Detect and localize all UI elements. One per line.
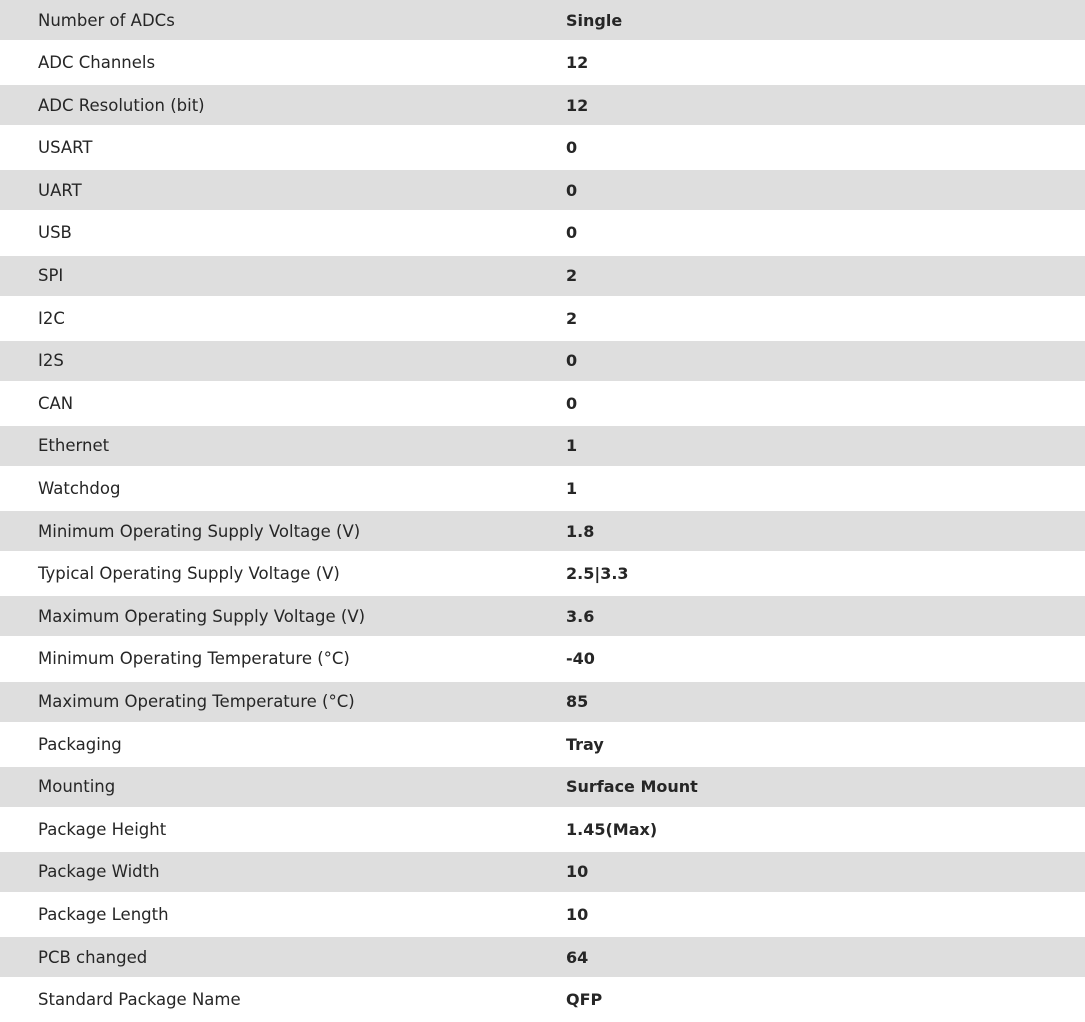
spec-row: Package Length 10: [0, 891, 1085, 938]
spec-value: 1.45(Max): [566, 819, 658, 839]
spec-row: Ethernet 1: [0, 425, 1085, 466]
spec-value: Single: [566, 10, 623, 30]
spec-value: 0: [566, 180, 578, 200]
spec-label: Mounting: [38, 777, 116, 797]
spec-row: PCB changed 64: [0, 937, 1085, 978]
spec-label: USART: [38, 138, 93, 158]
spec-label: Package Height: [38, 819, 167, 839]
spec-row: Minimum Operating Temperature (°C) -40: [0, 636, 1085, 682]
spec-row: Packaging Tray: [0, 721, 1085, 767]
spec-label: Maximum Operating Temperature (°C): [38, 692, 355, 711]
spec-value: 64: [566, 947, 589, 967]
spec-value: 3.6: [566, 606, 595, 626]
spec-label: Ethernet: [38, 436, 110, 456]
spec-value: 2: [566, 266, 578, 286]
spec-value: 0: [566, 393, 578, 413]
spec-label: PCB changed: [38, 947, 148, 967]
spec-row: Standard Package Name QFP: [0, 977, 1085, 1022]
spec-label: ADC Channels: [38, 53, 156, 73]
spec-label: Package Width: [38, 862, 160, 882]
spec-value: 2.5|3.3: [566, 564, 629, 584]
spec-row: ADC Channels 12: [0, 40, 1085, 86]
spec-row: USART 0: [0, 125, 1085, 171]
spec-label: Standard Package Name: [38, 990, 241, 1010]
spec-value: 1.8: [566, 521, 595, 541]
spec-row: CAN 0: [0, 380, 1085, 426]
spec-value: Surface Mount: [566, 777, 698, 797]
spec-value: 10: [566, 862, 589, 882]
spec-label: SPI: [38, 266, 64, 286]
spec-value: QFP: [566, 990, 603, 1010]
spec-row: Maximum Operating Temperature (°C) 85: [0, 681, 1085, 722]
spec-row: Minimum Operating Supply Voltage (V) 1.8: [0, 511, 1085, 552]
spec-value: 1: [566, 436, 578, 456]
spec-value: 2: [566, 308, 578, 328]
spec-label: Packaging: [38, 734, 122, 754]
spec-row: I2C 2: [0, 295, 1085, 341]
spec-label: CAN: [38, 393, 74, 413]
spec-row: ADC Resolution (bit) 12: [0, 85, 1085, 126]
spec-label: Minimum Operating Supply Voltage (V): [38, 521, 361, 541]
spec-value: 0: [566, 223, 578, 243]
spec-label: UART: [38, 180, 82, 200]
spec-row: I2S 0: [0, 340, 1085, 381]
spec-row: Package Width 10: [0, 851, 1085, 892]
spec-label: I2C: [38, 308, 65, 328]
spec-row: UART 0: [0, 170, 1085, 211]
spec-label: ADC Resolution (bit): [38, 95, 205, 115]
spec-value: Tray: [566, 734, 604, 754]
spec-label: Minimum Operating Temperature (°C): [38, 649, 350, 669]
spec-value: -40: [566, 649, 595, 669]
spec-label: Watchdog: [38, 479, 121, 499]
spec-value: 0: [566, 138, 578, 158]
spec-row: Mounting Surface Mount: [0, 766, 1085, 807]
spec-label: I2S: [38, 351, 64, 371]
spec-row: Package Height 1.45(Max): [0, 806, 1085, 852]
spec-value: 1: [566, 479, 578, 499]
spec-row: Watchdog 1: [0, 465, 1085, 512]
spec-value: 12: [566, 53, 589, 73]
spec-value: 10: [566, 904, 589, 924]
spec-row: Maximum Operating Supply Voltage (V) 3.6: [0, 596, 1085, 637]
spec-label: Typical Operating Supply Voltage (V): [38, 564, 340, 584]
spec-row: USB 0: [0, 210, 1085, 256]
spec-label: USB: [38, 223, 72, 243]
spec-label: Package Length: [38, 904, 169, 924]
spec-value: 0: [566, 351, 578, 371]
spec-row: SPI 2: [0, 255, 1085, 296]
spec-value: 85: [566, 692, 589, 711]
spec-row: Number of ADCs Single: [0, 0, 1085, 40]
spec-row: Typical Operating Supply Voltage (V) 2.5|…: [0, 551, 1085, 597]
spec-label: Number of ADCs: [38, 10, 175, 30]
spec-value: 12: [566, 95, 589, 115]
spec-label: Maximum Operating Supply Voltage (V): [38, 606, 366, 626]
